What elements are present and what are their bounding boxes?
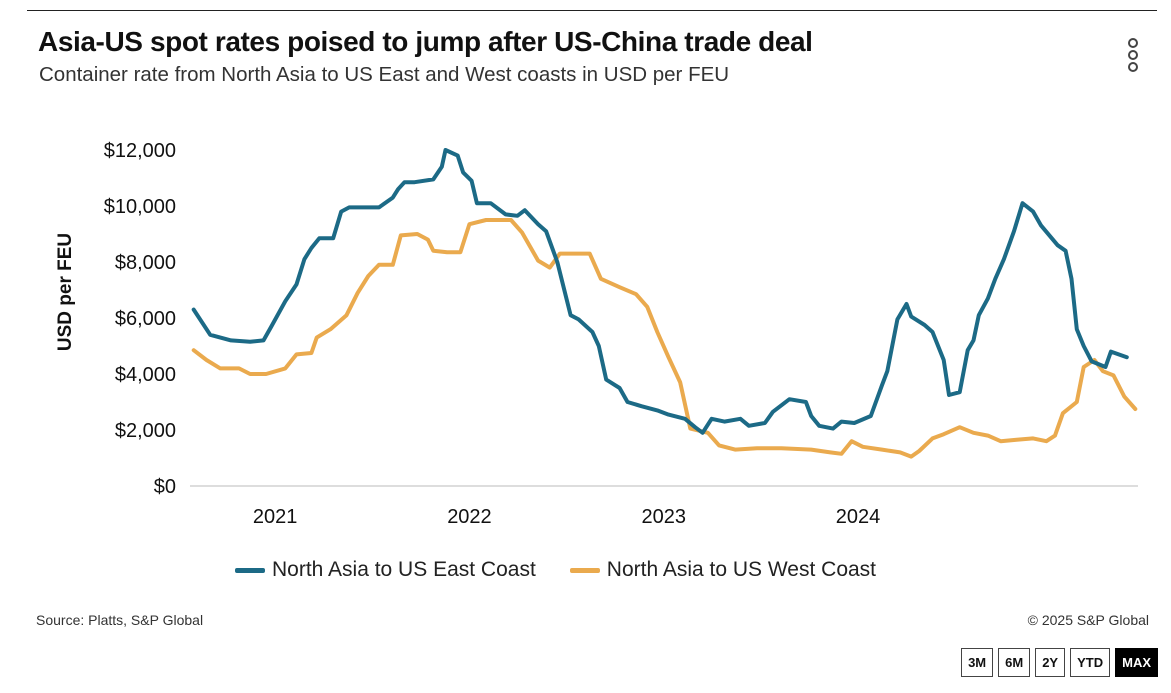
chart-title: Asia-US spot rates poised to jump after … bbox=[38, 26, 813, 57]
series-line-west-coast bbox=[191, 218, 1138, 459]
range-selector: 3M 6M 2Y YTD MAX bbox=[961, 648, 1158, 677]
range-button-max[interactable]: MAX bbox=[1115, 648, 1158, 677]
legend-swatch-east bbox=[235, 567, 265, 573]
x-tick-label: 2022 bbox=[447, 506, 492, 528]
y-tick-label: $4,000 bbox=[115, 364, 176, 386]
y-axis-label: USD per FEU bbox=[55, 233, 76, 351]
chart-subtitle: Container rate from North Asia to US Eas… bbox=[39, 63, 730, 86]
top-rule bbox=[27, 10, 1157, 11]
x-axis-ticks: 2021 2022 2023 2024 bbox=[253, 506, 880, 528]
legend-item-west-coast[interactable]: North Asia to US West Coast bbox=[569, 558, 877, 582]
range-button-6m[interactable]: 6M bbox=[998, 648, 1031, 677]
y-tick-label: $0 bbox=[154, 476, 176, 498]
range-button-ytd[interactable]: YTD bbox=[1070, 648, 1111, 677]
x-tick-label: 2023 bbox=[641, 506, 686, 528]
legend-swatch-west bbox=[569, 567, 600, 573]
y-tick-label: $10,000 bbox=[104, 196, 176, 218]
copyright-note: © 2025 S&P Global bbox=[1027, 612, 1149, 628]
y-tick-label: $8,000 bbox=[115, 252, 176, 274]
legend-item-east-coast[interactable]: North Asia to US East Coast bbox=[235, 558, 536, 582]
source-note: Source: Platts, S&P Global bbox=[36, 612, 204, 628]
legend-label-west: North Asia to US West Coast bbox=[606, 558, 877, 581]
y-tick-label: $12,000 bbox=[104, 140, 176, 162]
x-tick-label: 2024 bbox=[836, 506, 881, 528]
series-line-east-coast bbox=[191, 148, 1129, 435]
legend: North Asia to US East Coast North Asia t… bbox=[235, 558, 910, 582]
series-layer bbox=[191, 148, 1138, 459]
y-tick-label: $2,000 bbox=[115, 420, 176, 442]
range-button-3m[interactable]: 3M bbox=[961, 648, 994, 677]
x-tick-label: 2021 bbox=[253, 506, 298, 528]
y-axis-ticks: $0 $2,000 $4,000 $6,000 $8,000 $10,000 $12,000 bbox=[104, 140, 176, 498]
vertical-ellipsis-icon[interactable] bbox=[1122, 38, 1144, 72]
range-button-2y[interactable]: 2Y bbox=[1035, 648, 1066, 677]
legend-label-east: North Asia to US East Coast bbox=[272, 558, 536, 581]
y-tick-label: $6,000 bbox=[115, 308, 176, 330]
